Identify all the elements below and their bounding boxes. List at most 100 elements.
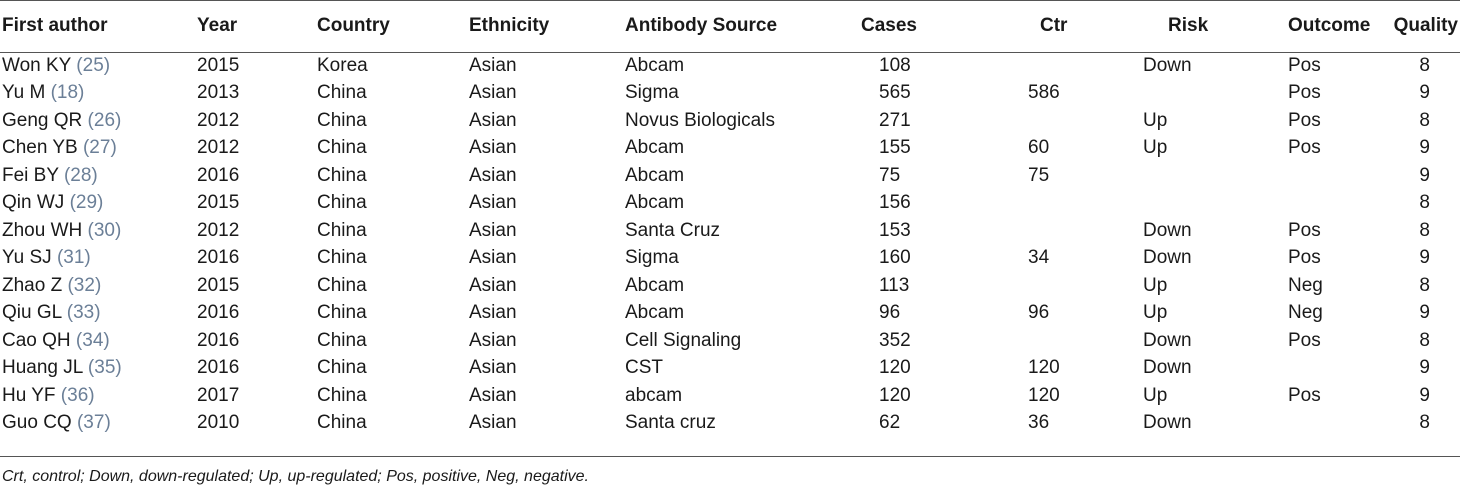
- cell-ctr: [990, 190, 1140, 218]
- cell-first-author: Zhao Z (32): [0, 272, 197, 300]
- reference-link[interactable]: (29): [69, 192, 104, 214]
- cell-year: 2010: [197, 412, 240, 434]
- cell-country: China: [317, 247, 367, 269]
- reference-link[interactable]: (25): [76, 54, 111, 76]
- cell-antibody-source: Santa cruz: [625, 412, 716, 434]
- cell-risk: Down: [1143, 247, 1192, 269]
- cell-ethnicity: Asian: [469, 329, 517, 351]
- header-row: First author Year Country Ethnicity Anti…: [0, 0, 1460, 52]
- cell-country: China: [317, 357, 367, 379]
- cell-year: 2015: [197, 274, 240, 296]
- cell-antibody-source: abcam: [625, 384, 683, 406]
- reference-link[interactable]: (35): [87, 357, 122, 379]
- cell-outcome: Pos: [1288, 219, 1321, 241]
- cell-outcome: [1260, 190, 1390, 218]
- author-name: Yu SJ: [2, 247, 52, 269]
- study-characteristics-table: First author Year Country Ethnicity Anti…: [0, 0, 1460, 438]
- reference-link[interactable]: (18): [50, 82, 85, 104]
- author-name: Won KY: [2, 54, 72, 76]
- reference-link[interactable]: (28): [63, 164, 98, 186]
- cell-first-author: Qiu GL (33): [0, 300, 197, 328]
- table-footnote: Crt, control; Down, down-regulated; Up, …: [2, 468, 589, 485]
- cell-cases: 120: [879, 384, 911, 406]
- cell-ctr: [990, 52, 1140, 80]
- cell-risk: Up: [1143, 302, 1168, 324]
- cell-outcome: Pos: [1288, 247, 1321, 269]
- cell-country: China: [317, 192, 367, 214]
- cell-year: 2015: [197, 54, 240, 76]
- cell-ctr: [990, 327, 1140, 355]
- cell-first-author: Won KY (25): [0, 52, 197, 80]
- cell-cases: 271: [879, 109, 911, 131]
- cell-year: 2012: [197, 109, 240, 131]
- cell-antibody-source: Abcam: [625, 164, 685, 186]
- cell-ethnicity: Asian: [469, 137, 517, 159]
- cell-year: 2015: [197, 192, 240, 214]
- table-row: Yu M (18) 2013 China Asian Sigma 565 586 Pos 9: [0, 80, 1460, 108]
- cell-quality: 8: [1419, 412, 1430, 434]
- author-name: Chen YB: [2, 137, 78, 159]
- cell-antibody-source: CST: [625, 357, 663, 379]
- cell-outcome: Pos: [1288, 109, 1321, 131]
- cell-first-author: Qin WJ (29): [0, 190, 197, 218]
- cell-quality: 8: [1419, 109, 1430, 131]
- cell-quality: 8: [1419, 54, 1430, 76]
- cell-outcome: [1260, 410, 1390, 438]
- table-row: Zhou WH (30) 2012 China Asian Santa Cruz 153 D…: [0, 217, 1460, 245]
- cell-first-author: Hu YF (36): [0, 382, 197, 410]
- cell-year: 2013: [197, 82, 240, 104]
- cell-outcome: [1260, 355, 1390, 383]
- cell-ctr: [990, 107, 1140, 135]
- header-ctr: Ctr: [1040, 15, 1068, 36]
- cell-risk: Up: [1143, 137, 1168, 159]
- reference-link[interactable]: (34): [75, 329, 110, 351]
- cell-first-author: Guo CQ (37): [0, 410, 197, 438]
- header-rule: [0, 52, 1460, 53]
- reference-link[interactable]: (30): [87, 219, 122, 241]
- cell-first-author: Fei BY (28): [0, 162, 197, 190]
- cell-country: China: [317, 219, 367, 241]
- cell-cases: 153: [879, 219, 911, 241]
- reference-link[interactable]: (26): [87, 109, 122, 131]
- cell-quality: 9: [1419, 302, 1430, 324]
- cell-cases: 96: [879, 302, 901, 324]
- cell-country: China: [317, 274, 367, 296]
- cell-ctr: [990, 217, 1140, 245]
- cell-risk: Down: [1143, 54, 1192, 76]
- reference-link[interactable]: (36): [60, 384, 95, 406]
- cell-year: 2016: [197, 247, 240, 269]
- cell-quality: 8: [1419, 329, 1430, 351]
- reference-link[interactable]: (33): [66, 302, 101, 324]
- cell-cases: 565: [879, 82, 911, 104]
- cell-outcome: [1260, 162, 1390, 190]
- reference-link[interactable]: (37): [76, 412, 111, 434]
- cell-ethnicity: Asian: [469, 247, 517, 269]
- cell-ethnicity: Asian: [469, 357, 517, 379]
- cell-antibody-source: Sigma: [625, 247, 679, 269]
- cell-cases: 160: [879, 247, 911, 269]
- table-row: Huang JL (35) 2016 China Asian CST 120 120 Down…: [0, 355, 1460, 383]
- cell-outcome: Pos: [1288, 329, 1321, 351]
- cell-first-author: Zhou WH (30): [0, 217, 197, 245]
- cell-cases: 75: [879, 164, 901, 186]
- cell-first-author: Huang JL (35): [0, 355, 197, 383]
- cell-risk: Down: [1143, 219, 1192, 241]
- cell-quality: 9: [1419, 137, 1430, 159]
- cell-antibody-source: Cell Signaling: [625, 329, 742, 351]
- author-name: Fei BY: [2, 164, 59, 186]
- cell-outcome: Pos: [1288, 384, 1321, 406]
- cell-risk: Up: [1143, 109, 1168, 131]
- cell-quality: 8: [1419, 192, 1430, 214]
- reference-link[interactable]: (27): [82, 137, 117, 159]
- cell-ethnicity: Asian: [469, 274, 517, 296]
- cell-antibody-source: Abcam: [625, 54, 685, 76]
- cell-quality: 9: [1419, 82, 1430, 104]
- table-row: Geng QR (26) 2012 China Asian Novus Biologic…: [0, 107, 1460, 135]
- author-name: Qiu GL: [2, 302, 62, 324]
- reference-link[interactable]: (32): [67, 274, 102, 296]
- cell-quality: 9: [1419, 384, 1430, 406]
- header-ethnicity: Ethnicity: [469, 15, 550, 36]
- reference-link[interactable]: (31): [56, 247, 91, 269]
- cell-ethnicity: Asian: [469, 54, 517, 76]
- cell-ctr: 120: [1028, 384, 1060, 406]
